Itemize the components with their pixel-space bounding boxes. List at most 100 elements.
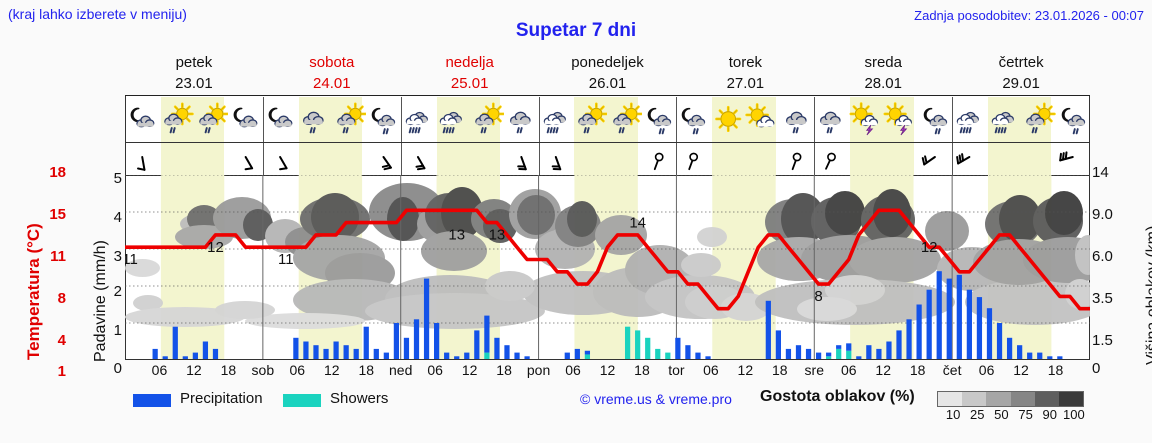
- temperature-tick: 18: [49, 164, 66, 181]
- moon-cloud-rain-icon: [676, 99, 710, 141]
- x-tick-pon: pon: [526, 362, 551, 378]
- x-tick-tor: tor: [668, 362, 685, 378]
- svg-text:11: 11: [278, 251, 294, 268]
- precipitation-tick: 4: [113, 209, 122, 226]
- x-tick-06: 06: [151, 362, 168, 378]
- precipitation-axis-ticks: 5 4 3 2 1 0: [100, 170, 122, 377]
- cloudheight-tick: 0: [1092, 360, 1101, 377]
- day-name: petek: [175, 54, 213, 71]
- sun-cloud-rain-icon: [332, 99, 367, 141]
- day-header-row: petek 23.01 sobota 24.01 nedelja 25.01 ponedel…: [125, 52, 1090, 96]
- x-tick-ned: ned: [389, 362, 413, 378]
- x-tick-12: 12: [461, 362, 478, 378]
- sun-cloud-icon: [745, 99, 779, 141]
- day-separator: [676, 143, 678, 175]
- sun-cloud-rain-icon: [608, 99, 642, 141]
- cloud-density-colorbar: [937, 391, 1084, 407]
- temperature-tick: 15: [49, 206, 66, 223]
- x-tick-06: 06: [565, 362, 581, 378]
- x-tick-06: 06: [427, 362, 443, 378]
- cloud-density-tick: 100: [1063, 407, 1085, 422]
- moon-cloud-rain-icon: [918, 99, 952, 141]
- cloudheight-axis-title: Višina oblakov (km): [1122, 165, 1152, 370]
- svg-text:8: 8: [814, 288, 822, 305]
- cloud-density-tick: 90: [1042, 407, 1057, 422]
- temperature-tick: 1: [57, 363, 66, 380]
- cloud-rain-icon: [780, 99, 814, 141]
- day-date: 26.01: [588, 75, 627, 92]
- day-name: četrtek: [998, 54, 1044, 71]
- day-separator: [676, 97, 678, 143]
- day-date: 29.01: [1002, 75, 1040, 92]
- x-axis-ticks: 06 12 18 sob 06 12 18 ned 06 12 18 pon 06 12 18 tor 06 12…: [125, 362, 1090, 384]
- chart-legend: Precipitation Showers © vreme.us & vreme…: [125, 388, 1145, 435]
- temperature-tick: 4: [57, 332, 66, 349]
- temperature-tick: 11: [50, 248, 66, 265]
- x-tick-12: 12: [875, 362, 891, 378]
- cloud-rain-heavy-icon: [539, 99, 573, 141]
- day-date: 23.01: [175, 75, 213, 92]
- cloudheight-tick: 3.5: [1092, 290, 1113, 307]
- day-header-nedelja: nedelja 25.01: [401, 52, 539, 96]
- x-tick-12: 12: [1013, 362, 1029, 378]
- daylight-band: [850, 143, 914, 175]
- svg-text:12: 12: [207, 239, 224, 256]
- page-header: (kraj lahko izberete v meniju) Supetar 7…: [0, 0, 1152, 41]
- day-separator: [952, 143, 954, 175]
- x-tick-sob: sob: [251, 362, 275, 378]
- svg-text:12: 12: [921, 239, 938, 256]
- cloudheight-axis-ticks: 14 9.0 6.0 3.5 1.5 0: [1092, 160, 1124, 377]
- svg-text:13: 13: [489, 227, 506, 244]
- day-name: ponedeljek: [571, 54, 644, 71]
- daylight-band: [574, 143, 638, 175]
- copyright-credit[interactable]: © vreme.us & vreme.pro: [580, 391, 732, 407]
- cloudheight-tick: 14: [1092, 164, 1109, 181]
- showers-legend-swatch: [283, 394, 321, 407]
- cloud-density-tick: 50: [994, 407, 1009, 422]
- day-separator: [538, 97, 540, 143]
- x-tick-06: 06: [978, 362, 995, 378]
- weather-icon-row: [125, 97, 1090, 143]
- cloud-density-step: [1058, 392, 1084, 406]
- cloud-density-step: [962, 392, 987, 406]
- day-name: nedelja: [445, 54, 494, 71]
- day-separator: [262, 143, 264, 175]
- x-tick-18: 18: [772, 362, 788, 378]
- cloud-density-colorbar-ticks: 10 25 50 75 90 100: [933, 407, 1088, 425]
- cloud-rain-icon: [504, 99, 538, 141]
- x-tick-18: 18: [220, 362, 237, 378]
- sun-cloud-rain-icon: [194, 99, 229, 141]
- sun-storm-icon: [883, 99, 917, 141]
- x-tick-06: 06: [289, 362, 306, 378]
- cloud-rain-heavy-icon: [435, 99, 469, 141]
- cloudheight-tick: 6.0: [1092, 248, 1113, 265]
- daylight-band: [987, 143, 1052, 175]
- page-title: Supetar 7 dni: [515, 20, 637, 41]
- cloud-density-tick: 75: [1018, 407, 1033, 422]
- temperature-axis-title: Temperatura (°C): [2, 160, 43, 365]
- precipitation-tick: 5: [113, 170, 122, 187]
- day-name: torek: [728, 54, 763, 71]
- x-tick-12: 12: [599, 362, 616, 378]
- cloud-rain-heavy-icon: [987, 99, 1021, 141]
- wind-barb-row: [125, 143, 1090, 175]
- sun-cloud-rain-icon: [1021, 99, 1056, 141]
- moon-cloud-rain-icon: [642, 99, 676, 141]
- day-header-sreda: sreda 28.01: [814, 52, 952, 96]
- cloud-density-step: [1034, 392, 1059, 406]
- day-name: sobota: [309, 54, 355, 71]
- day-date: 24.01: [313, 75, 351, 92]
- precipitation-tick: 3: [113, 248, 122, 265]
- cloud-rain-icon: [814, 99, 848, 141]
- daylight-band: [712, 143, 776, 175]
- x-tick-18: 18: [496, 362, 512, 378]
- day-separator: [952, 97, 954, 143]
- x-tick-sre: sre: [804, 362, 825, 378]
- location-menu-hint[interactable]: (kraj lahko izberete v meniju): [8, 6, 187, 22]
- x-tick-čet: čet: [942, 362, 962, 378]
- x-tick-12: 12: [323, 362, 340, 378]
- precipitation-axis-title: Padavine (mm/h): [72, 170, 109, 370]
- moon-cloud-icon: [263, 99, 297, 141]
- sun-cloud-rain-icon: [573, 99, 608, 141]
- day-separator: [400, 97, 402, 143]
